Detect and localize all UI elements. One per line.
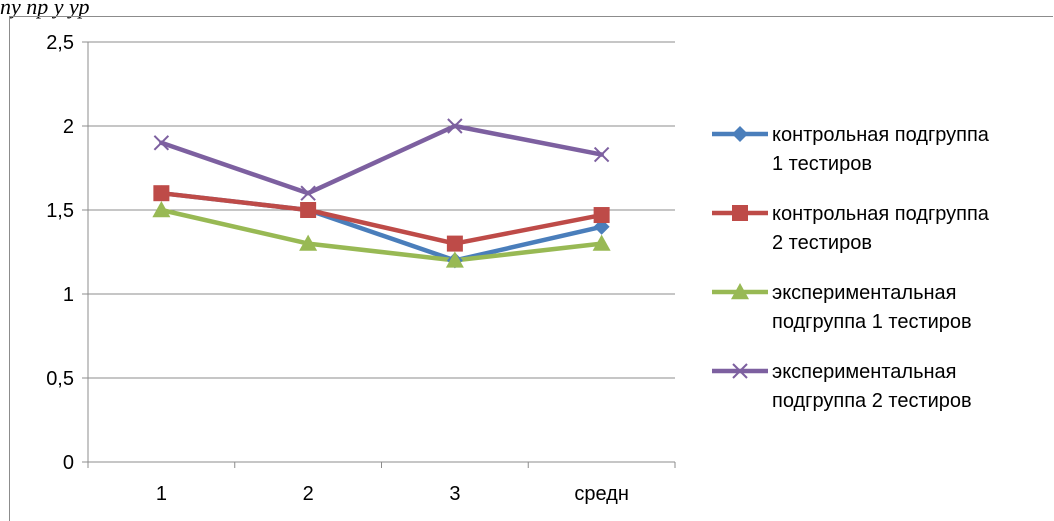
series-markers [152, 118, 611, 269]
legend-marker [731, 283, 749, 300]
x-tick-label: 2 [303, 483, 314, 505]
legend-item-1: контрольная подгруппа 1 тестиров [712, 124, 990, 175]
data-point-series-4 [447, 118, 463, 134]
legend-marker [732, 363, 748, 379]
cut-off-caption: пу пр у ур [0, 0, 90, 19]
data-point-series-2 [593, 207, 610, 224]
axes [82, 41, 676, 468]
data-point-series-4 [153, 135, 170, 151]
data-point-series-2 [300, 202, 317, 218]
x-tick-label: 1 [156, 483, 167, 505]
legend-item-2: контрольная подгруппа 2 тестиров [712, 203, 990, 254]
y-tick-label: 2,5 [46, 32, 74, 54]
x-tick-label: 3 [449, 483, 460, 505]
series-lines [159, 123, 604, 263]
legend-label: подгруппа 1 тестиров [772, 311, 972, 333]
x-axis-tick-labels: 1 2 3 средн [156, 483, 629, 505]
data-point-series-4 [593, 146, 610, 163]
y-tick-label: 0 [63, 452, 74, 474]
gridlines [88, 41, 675, 379]
legend-label: подгруппа 2 тестиров [772, 390, 972, 412]
legend-label: контрольная подгруппа [772, 124, 990, 146]
y-tick-label: 1,5 [46, 200, 74, 222]
legend-label: 2 тестиров [772, 232, 872, 254]
legend-label: контрольная подгруппа [772, 203, 990, 225]
y-axis-tick-labels: 0 0,5 1 1,5 2 2,5 [46, 32, 74, 474]
data-point-series-2 [153, 185, 170, 202]
legend-label: экспериментальная [772, 361, 957, 383]
data-point-series-3 [592, 234, 611, 251]
data-point-series-3 [299, 234, 318, 251]
series-line-3 [159, 207, 604, 263]
legend-label: экспериментальная [772, 282, 957, 304]
data-point-series-4 [300, 185, 316, 201]
data-point-series-2 [446, 235, 463, 252]
y-tick-label: 1 [63, 284, 74, 306]
series-line-2 [159, 190, 604, 246]
legend-marker [732, 205, 748, 221]
y-tick-label: 2 [63, 116, 74, 138]
data-point-series-3 [152, 201, 171, 218]
legend-label: 1 тестиров [772, 153, 872, 175]
chart-frame [9, 16, 1053, 521]
x-tick-label: средн [574, 483, 629, 505]
series-line-4 [159, 123, 604, 196]
y-tick-label: 0,5 [46, 368, 74, 390]
legend-item-3: экспериментальная подгруппа 1 тестиров [712, 282, 972, 333]
legend-item-4: экспериментальная подгруппа 2 тестиров [712, 361, 972, 412]
data-point-series-3 [445, 251, 464, 268]
legend-marker [732, 126, 748, 142]
